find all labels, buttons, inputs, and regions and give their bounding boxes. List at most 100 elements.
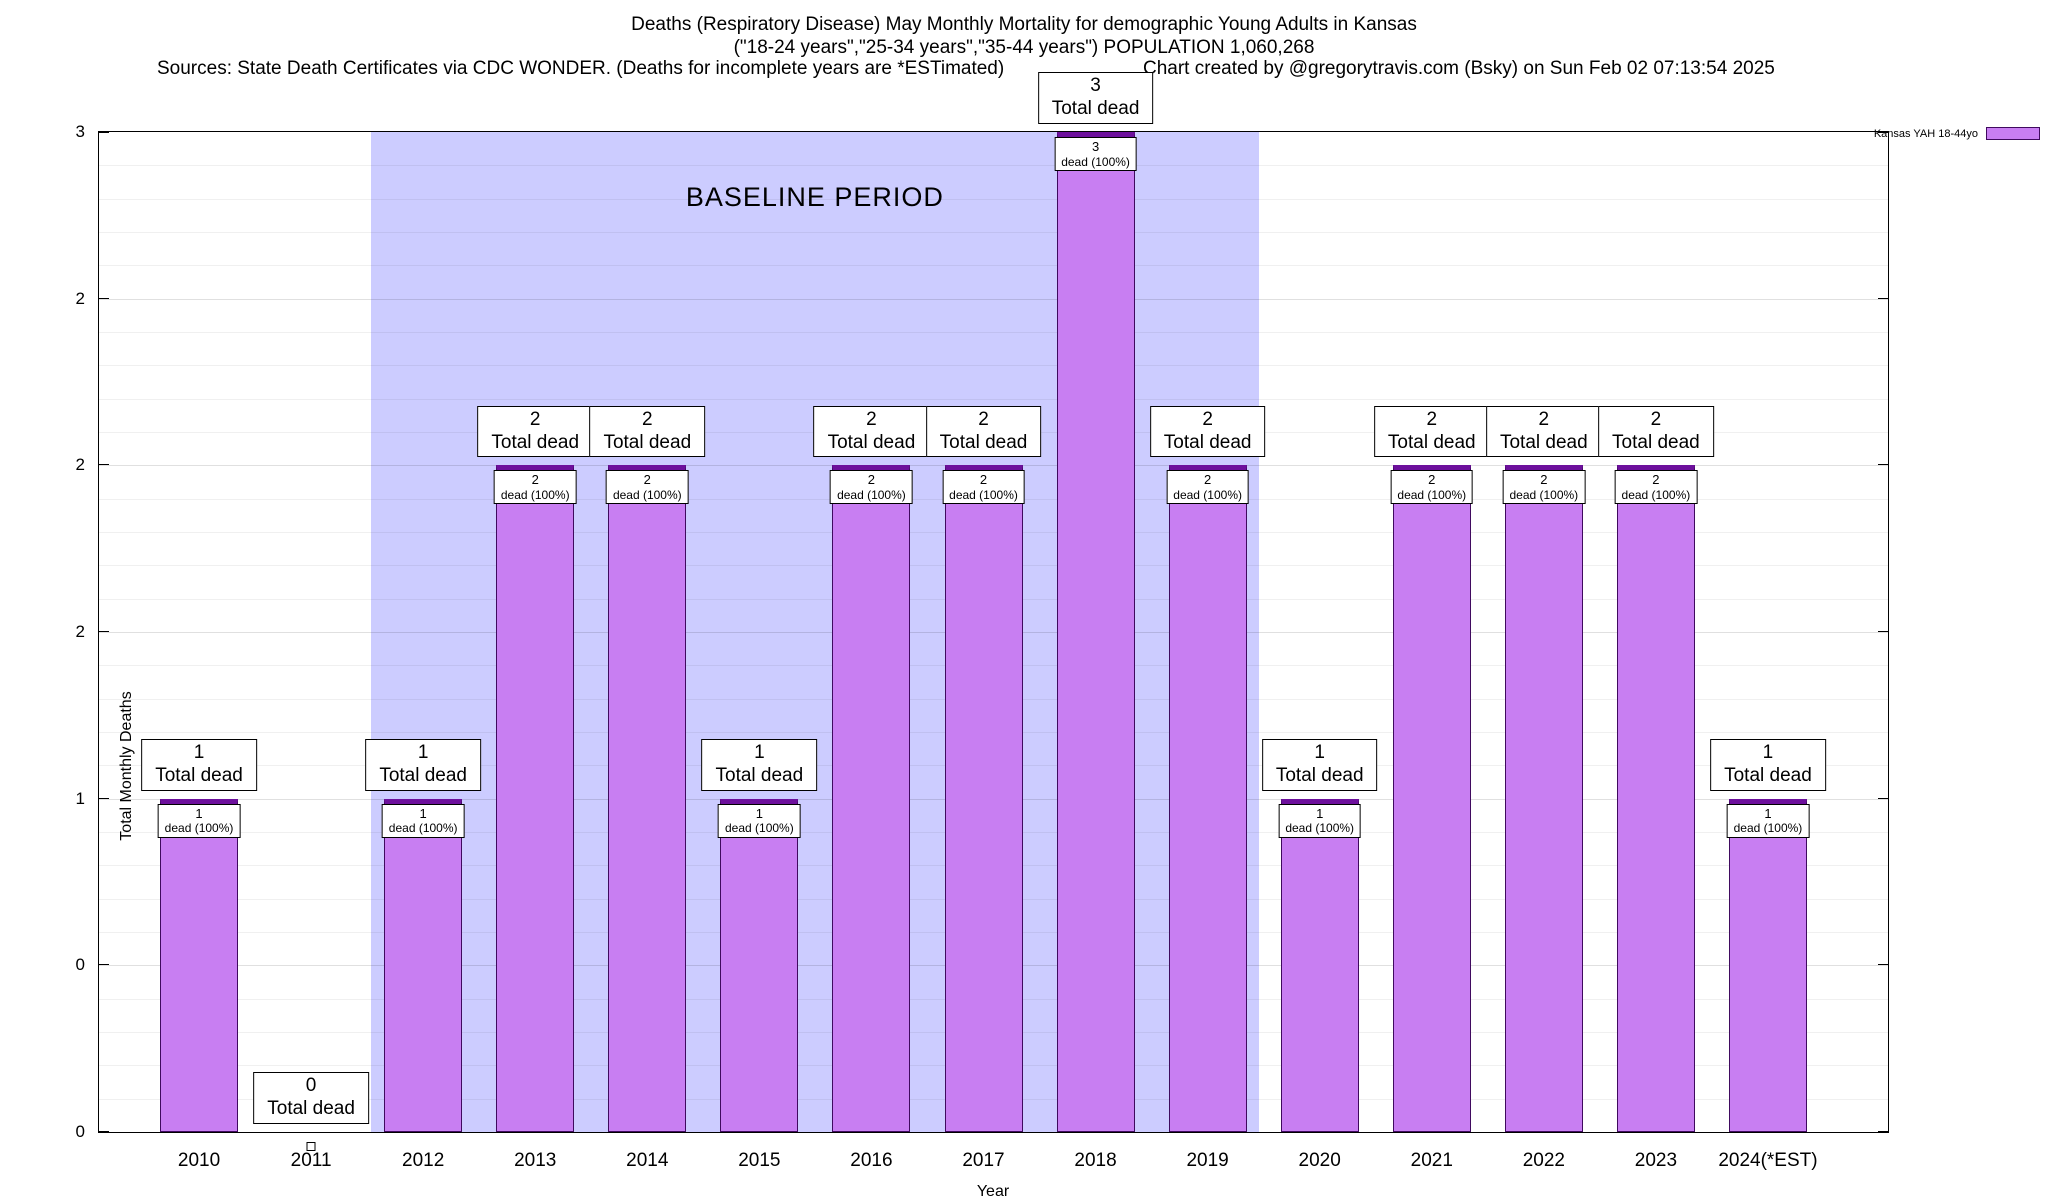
bar-total-label: 0 Total dead — [253, 1072, 369, 1124]
bar-inner-count: 3 — [1091, 139, 1100, 154]
bar-total-count: 2 — [1426, 408, 1438, 430]
bar-inner-count: 2 — [1204, 472, 1212, 488]
bar-total-count: 2 — [1650, 408, 1662, 430]
bar-total-label: 1 Total dead — [701, 739, 818, 791]
bar-inner-label: 2 dead (100%) — [1390, 470, 1474, 505]
x-tick-label: 2014 — [626, 1150, 669, 1171]
bar — [1168, 465, 1247, 1132]
x-tick-label: 2017 — [962, 1150, 1005, 1171]
bar-inner-text: dead (100%) — [1733, 821, 1803, 836]
bar-total-count: 1 — [1314, 742, 1325, 764]
bar-total-label: 2 Total dead — [589, 405, 706, 458]
bar-inner-text: dead (100%) — [1285, 821, 1355, 836]
zero-value-marker — [306, 1142, 316, 1151]
bar-inner-count: 1 — [195, 805, 203, 821]
y-tick — [1878, 964, 1888, 966]
y-tick-label: 1 — [75, 788, 85, 808]
y-tick-label: 0 — [75, 955, 85, 975]
bar-inner-text: dead (100%) — [388, 821, 458, 836]
bar-inner-label: 2 dead (100%) — [942, 470, 1025, 505]
bar-inner-text: dead (100%) — [612, 487, 682, 502]
y-tick-label: 3 — [75, 122, 85, 141]
bar — [384, 798, 463, 1132]
bar — [720, 798, 799, 1132]
bar — [1728, 798, 1807, 1132]
y-tick — [99, 297, 109, 299]
bar-total-label: 1 Total dead — [141, 739, 257, 791]
bar-inner-label: 1 dead (100%) — [1278, 803, 1362, 838]
gridline — [99, 398, 1888, 400]
bar-total-count: 3 — [1090, 75, 1101, 97]
bar-inner-count: 2 — [531, 472, 539, 488]
bar-total-count: 1 — [193, 742, 205, 764]
bar-total-text: Total dead — [1724, 764, 1812, 786]
bar-total-count: 2 — [1538, 408, 1550, 430]
bar-inner-text: dead (100%) — [1173, 487, 1242, 502]
bar-total-text: Total dead — [603, 431, 692, 453]
bar — [160, 798, 239, 1132]
bar-total-text: Total dead — [715, 764, 804, 786]
bar-inner-text: dead (100%) — [500, 487, 570, 502]
bar-total-count: 0 — [305, 1075, 317, 1097]
bar-total-count: 2 — [529, 408, 541, 430]
bar-total-label: 2 Total dead — [477, 405, 594, 458]
y-tick — [1878, 631, 1888, 632]
bar-inner-label: 2 dead (100%) — [1614, 470, 1698, 505]
x-tick-label: 2019 — [1186, 1150, 1229, 1171]
bar-total-count: 1 — [754, 742, 765, 764]
y-tick — [1878, 797, 1888, 799]
bar-total-count: 2 — [1202, 408, 1213, 430]
y-tick — [99, 964, 109, 966]
bar-total-text: Total dead — [827, 431, 916, 453]
bar-total-text: Total dead — [1612, 431, 1700, 453]
bar — [1056, 132, 1135, 1132]
gridline — [99, 198, 1888, 200]
bar-total-label: 2 Total dead — [925, 405, 1042, 458]
bar-inner-text: dead (100%) — [164, 821, 234, 836]
bar — [832, 465, 911, 1132]
bar-inner-count: 1 — [755, 805, 763, 821]
bar-total-text: Total dead — [1387, 431, 1476, 453]
bar-inner-count: 1 — [1764, 805, 1772, 821]
bar-inner-label: 2 dead (100%) — [1166, 470, 1249, 505]
chart-title: Deaths (Respiratory Disease) May Monthly… — [631, 14, 1417, 35]
x-tick-label: 2022 — [1522, 1150, 1565, 1171]
x-tick-label: 2015 — [738, 1150, 781, 1171]
bar-inner-count: 2 — [1428, 472, 1436, 488]
bar-inner-label: 1 dead (100%) — [157, 803, 241, 838]
bar-total-text: Total dead — [491, 431, 580, 453]
bar-total-text: Total dead — [939, 431, 1028, 453]
x-tick-label: 2012 — [402, 1150, 445, 1171]
x-tick-label: 2013 — [514, 1150, 557, 1171]
bar-inner-label: 1 dead (100%) — [718, 803, 801, 838]
y-tick — [1878, 464, 1888, 466]
gridline — [99, 298, 1888, 300]
bar-inner-count: 2 — [643, 472, 651, 488]
y-tick-label: 2 — [75, 288, 85, 308]
bar-inner-label: 2 dead (100%) — [1502, 470, 1586, 505]
bar-total-label: 1 Total dead — [1710, 739, 1826, 791]
bar-inner-count: 1 — [1316, 805, 1324, 821]
bar-inner-text: dead (100%) — [949, 487, 1018, 502]
x-tick-label: 2018 — [1074, 1150, 1117, 1171]
bar-total-text: Total dead — [379, 764, 467, 786]
bar-total-label: 2 Total dead — [1373, 405, 1490, 458]
bar-inner-text: dead (100%) — [1061, 154, 1130, 169]
bar-inner-count: 2 — [1652, 472, 1660, 488]
bar-total-label: 1 Total dead — [365, 739, 481, 791]
bar — [1504, 465, 1583, 1132]
bar-total-text: Total dead — [1499, 431, 1588, 453]
bar-inner-text: dead (100%) — [1621, 487, 1691, 502]
bar — [496, 465, 575, 1132]
y-tick — [1878, 1131, 1888, 1132]
credit-note: Chart created by @gregorytravis.com (Bsk… — [1143, 58, 1775, 79]
bar-total-text: Total dead — [1051, 98, 1140, 120]
gridline — [99, 332, 1888, 333]
bar-total-count: 2 — [642, 408, 653, 430]
bar — [608, 465, 687, 1132]
x-tick-label: 2011 — [290, 1150, 332, 1171]
bar-total-text: Total dead — [267, 1098, 355, 1120]
bar — [944, 465, 1023, 1132]
bar-inner-count: 2 — [1540, 472, 1548, 488]
